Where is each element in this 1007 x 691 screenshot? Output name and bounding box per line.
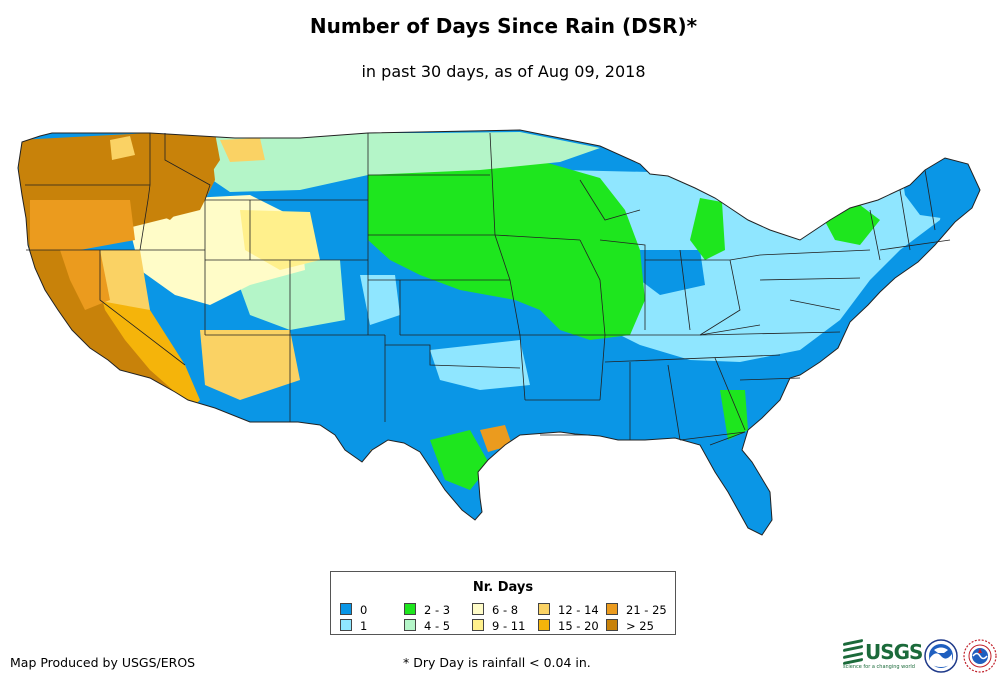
legend-label: 1 — [360, 619, 368, 633]
legend-swatch — [606, 603, 618, 615]
legend-item-4-5: 4 - 5 — [404, 619, 450, 632]
dsr-map — [17, 129, 981, 536]
legend-label: 15 - 20 — [558, 619, 599, 633]
map-title: Number of Days Since Rain (DSR)* — [309, 14, 698, 38]
legend-label: 21 - 25 — [626, 603, 667, 617]
usgs-logo: USGS science for a changing world — [843, 638, 923, 670]
map-legend: Nr. Days 0 1 2 - 3 4 - 5 6 - 8 9 - 11 12… — [330, 571, 676, 635]
dry-day-footnote: * Dry Day is rainfall < 0.04 in. — [403, 655, 591, 670]
legend-swatch — [606, 619, 618, 631]
usgs-logo-text: USGS — [865, 640, 923, 664]
legend-item-0: 0 — [340, 603, 367, 616]
usgs-logo-tagline: science for a changing world — [843, 664, 915, 670]
legend-swatch — [404, 603, 416, 615]
legend-label: 9 - 11 — [492, 619, 526, 633]
legend-item-12-14: 12 - 14 — [538, 603, 599, 616]
legend-swatch — [340, 619, 352, 631]
legend-item-6-8: 6 - 8 — [472, 603, 518, 616]
legend-item-21-25: 21 - 25 — [606, 603, 667, 616]
legend-swatch — [538, 603, 550, 615]
legend-label: 12 - 14 — [558, 603, 599, 617]
legend-label: 2 - 3 — [424, 603, 451, 617]
usgs-wave-icon — [843, 638, 863, 666]
legend-label: 4 - 5 — [424, 619, 451, 633]
map-credit: Map Produced by USGS/EROS — [10, 655, 196, 670]
legend-swatch — [472, 619, 484, 631]
legend-item-over-25: > 25 — [606, 619, 654, 632]
legend-swatch — [538, 619, 550, 631]
legend-item-1: 1 — [340, 619, 367, 632]
map-subtitle: in past 30 days, as of Aug 09, 2018 — [361, 62, 646, 81]
legend-item-15-20: 15 - 20 — [538, 619, 599, 632]
legend-label: 0 — [360, 603, 368, 617]
legend-swatch — [404, 619, 416, 631]
state-boundaries — [17, 129, 981, 536]
nws-logo-icon — [963, 639, 997, 673]
legend-item-9-11: 9 - 11 — [472, 619, 525, 632]
legend-item-2-3: 2 - 3 — [404, 603, 450, 616]
legend-swatch — [340, 603, 352, 615]
legend-title: Nr. Days — [472, 580, 534, 595]
noaa-logo-icon — [924, 639, 958, 673]
dsr-map-zones — [18, 130, 980, 535]
legend-label: 6 - 8 — [492, 603, 519, 617]
legend-swatch — [472, 603, 484, 615]
legend-label: > 25 — [626, 619, 654, 633]
